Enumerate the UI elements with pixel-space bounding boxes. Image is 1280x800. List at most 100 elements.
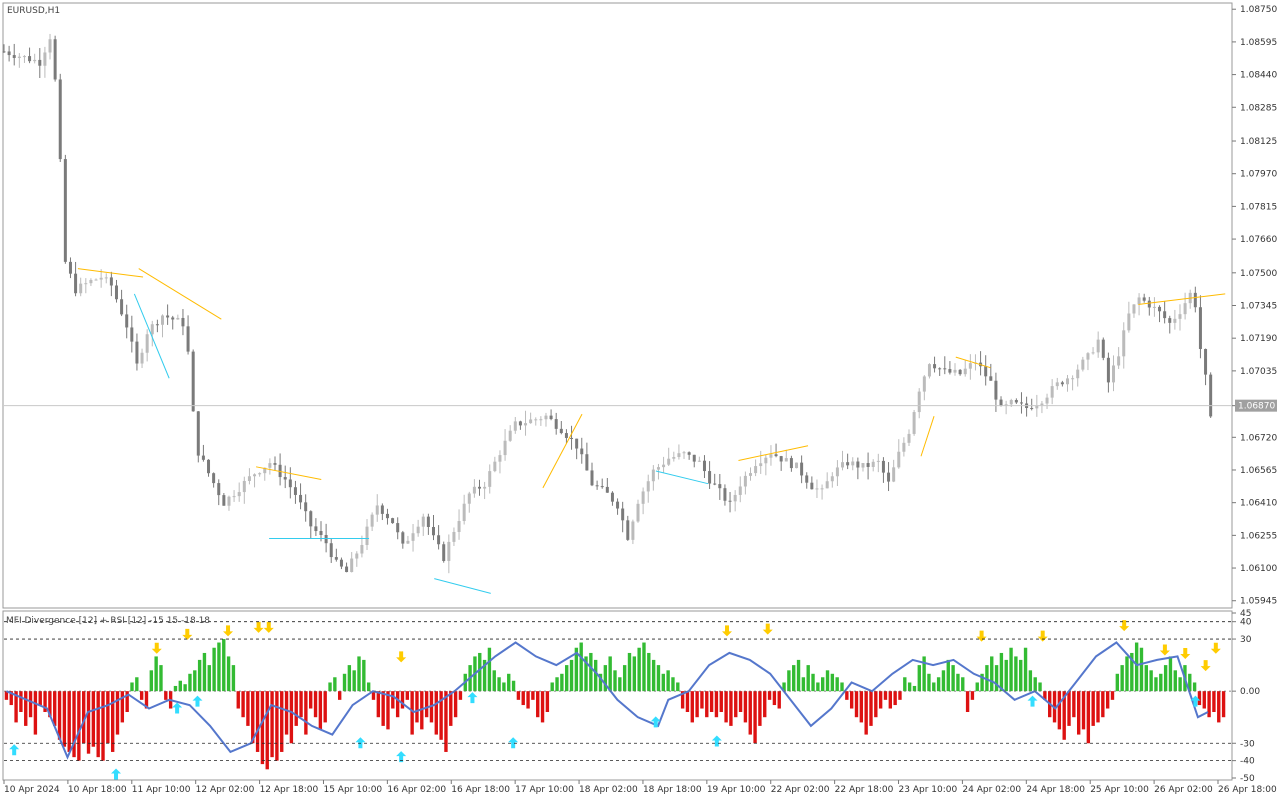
candle-body [447,541,451,561]
indicator-title: MFI Divergence [12] + RSI [12] -15 15 -1… [6,616,210,626]
candle-body [631,521,635,540]
candle-body [1122,330,1126,357]
candle-body [554,419,558,429]
candle-body [442,544,446,561]
sell-arrow-icon [1037,630,1048,642]
candle-body [723,488,727,501]
time-tick-label: 16 Apr 02:00 [387,785,446,795]
candle-body [539,419,543,421]
candle-body [815,488,819,490]
mfi-bar [497,677,501,692]
mfi-bar [28,691,33,718]
mfi-bar [1009,647,1013,692]
candle-body [161,315,165,325]
price-tick-label: 1.07660 [1240,235,1277,245]
candle-body [421,516,425,527]
mfi-bar [647,652,651,692]
mfi-bar [569,659,574,692]
sell-arrow-icon [1200,660,1211,672]
candle-body [876,460,880,462]
mfi-bar [574,647,579,692]
candle-body [17,56,21,58]
mfi-bar [212,647,216,692]
candle-body [472,486,476,494]
candle-body [963,368,967,375]
mfi-bar [888,691,893,709]
candle-body [1004,404,1008,406]
candle-body [1030,408,1034,410]
divergence-line [542,413,583,489]
candle-body [994,380,998,400]
candle-body [242,480,246,493]
time-tick-label: 10 Apr 2024 [4,785,60,795]
mfi-bar [342,673,347,692]
candle-body [667,458,671,465]
mfi-bar [811,673,815,692]
candle-body [1035,405,1039,409]
price-tick-label: 1.06100 [1240,564,1277,574]
candle-body [779,456,783,462]
mfi-bar [410,691,414,735]
candle-body [329,543,333,558]
mfi-bar [173,685,178,692]
candle-body [856,461,860,468]
candle-body [1198,307,1202,349]
mfi-bar [294,691,298,726]
mfi-bar [1168,656,1173,692]
mfi-bar [120,691,125,723]
mfi-bar [560,673,564,692]
mfi-bar [178,680,182,692]
mfi-bar [806,665,810,692]
mfi-bar [38,691,42,706]
candle-body [605,486,609,493]
divergence-line [955,356,991,369]
mfi-bar [893,691,897,706]
candle-body [299,494,303,503]
mfi-bar [502,682,506,692]
mfi-bar [154,656,158,692]
mfi-bar [280,691,284,752]
candle-body [324,534,328,544]
mfi-bar [690,691,694,723]
arrow-down-shape [151,642,162,654]
candle-body [43,52,47,66]
candle-body [626,520,630,540]
candle-body [186,326,190,352]
mfi-bar [1221,691,1226,718]
candle-body [1106,357,1110,383]
mfi-bar [91,691,96,747]
candle-body [1168,318,1172,323]
candle-body [989,376,993,381]
mfi-bar [1057,691,1062,730]
candle-body [508,430,512,441]
mfi-bar [642,642,646,692]
candle-body [396,523,400,533]
price-layer [2,33,1226,594]
mfi-bar [164,691,168,700]
arrow-down-shape [396,651,407,663]
price-tick-label: 1.08285 [1240,103,1277,113]
candle-body [651,469,655,482]
candle-body [677,453,681,458]
candle-body [769,454,773,458]
mfi-bar [449,691,453,726]
price-tick-label: 1.06410 [1240,499,1277,509]
candle-body [881,460,885,473]
mfi-bar [1019,659,1023,692]
arrow-up-shape [111,768,122,780]
candle-body [621,508,625,521]
candle-body [984,366,988,377]
mfi-bar [965,691,970,712]
candle-body [201,455,205,460]
candle-body [610,492,614,502]
mfi-bar [526,691,530,709]
mfi-bar [883,691,888,700]
arrow-up-shape [1027,695,1038,707]
divergence-line [133,293,170,379]
mfi-bar [618,677,622,692]
arrow-up-shape [650,716,661,728]
candle-body [774,454,778,457]
price-tick-label: 1.05945 [1240,597,1277,607]
current-price-label: 1.06870 [1238,402,1275,412]
